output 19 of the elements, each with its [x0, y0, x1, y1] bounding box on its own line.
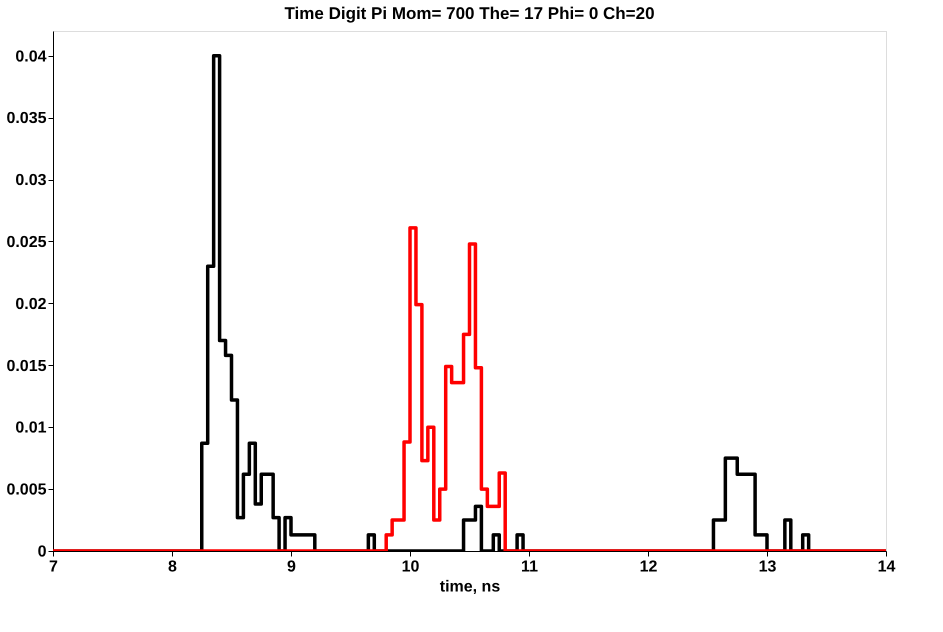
y-tick-label: 0.03: [15, 172, 47, 190]
x-tick-label: 10: [402, 558, 420, 576]
y-tick-label: 0.005: [6, 482, 47, 499]
x-tick-label: 8: [168, 558, 178, 576]
chart-title: Time Digit Pi Mom= 700 The= 17 Phi= 0 Ch=20: [284, 4, 655, 23]
x-tick-label: 7: [49, 558, 58, 576]
y-tick-label: 0.025: [6, 234, 47, 251]
y-tick-label: 0.01: [15, 420, 47, 437]
y-tick-label: 0.04: [15, 48, 47, 66]
y-tick-label: 0.02: [15, 296, 47, 313]
x-tick-label: 9: [287, 558, 296, 576]
x-tick-label: 12: [640, 558, 658, 576]
x-axis-title: time, ns: [440, 578, 500, 596]
x-tick-label: 14: [878, 558, 896, 576]
y-tick-label: 0.015: [6, 358, 47, 375]
x-tick-label: 11: [521, 558, 538, 576]
y-tick-label: 0: [38, 544, 47, 560]
y-tick-label: 0.035: [6, 110, 47, 128]
x-tick-label: 13: [758, 558, 776, 576]
